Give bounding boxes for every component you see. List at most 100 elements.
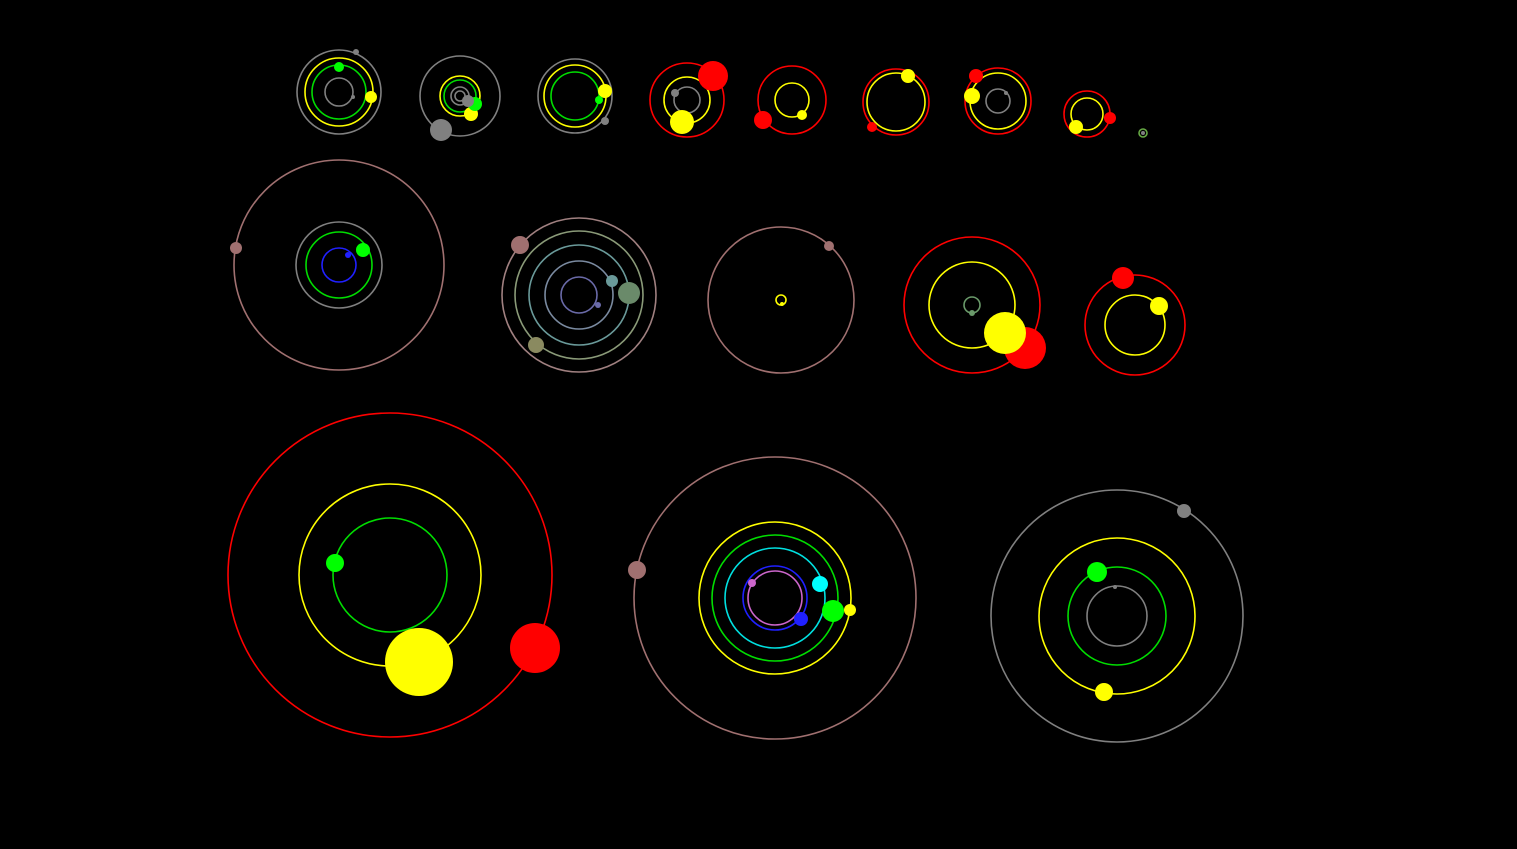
orbit (1086, 585, 1148, 647)
planet (984, 312, 1026, 354)
system (990, 489, 1244, 743)
system (1084, 267, 1186, 376)
system (964, 67, 1032, 135)
orbit (985, 88, 1011, 114)
planet (385, 628, 453, 696)
planet (1069, 120, 1083, 134)
system (1138, 128, 1148, 138)
orbit (964, 67, 1032, 135)
orbit (928, 261, 1016, 349)
planet (230, 242, 242, 254)
orbit (439, 75, 481, 117)
planet (528, 337, 544, 353)
system (628, 456, 917, 740)
orbit (305, 231, 373, 299)
planet (1095, 683, 1113, 701)
orbit (227, 412, 553, 738)
planet (1113, 585, 1117, 589)
system (903, 236, 1046, 374)
planet (901, 69, 915, 83)
orbit (1104, 294, 1166, 356)
orbit (419, 55, 501, 137)
orbit (774, 82, 810, 118)
planet (1004, 91, 1008, 95)
orbit (711, 534, 839, 662)
planet (326, 554, 344, 572)
orbit (742, 565, 808, 631)
system (649, 61, 728, 138)
system (501, 217, 657, 373)
orbit (560, 276, 598, 314)
planet (595, 96, 603, 104)
planet (969, 69, 983, 83)
orbit (707, 226, 855, 374)
planet (351, 95, 355, 99)
planet (1112, 267, 1134, 289)
orbit (296, 49, 382, 135)
planet (754, 111, 772, 129)
orbit (332, 517, 448, 633)
orbit (324, 77, 354, 107)
system (419, 55, 501, 141)
orbit (501, 217, 657, 373)
planet (606, 275, 618, 287)
planet (598, 84, 612, 98)
orbit (295, 221, 383, 309)
planet (794, 612, 808, 626)
planet (824, 241, 834, 251)
orbit (649, 62, 725, 138)
planet (797, 110, 807, 120)
planet (867, 122, 877, 132)
orbit (544, 260, 614, 330)
system (296, 49, 382, 135)
planet (1150, 297, 1168, 315)
system (1063, 90, 1116, 138)
orbit (1138, 128, 1148, 138)
system (230, 159, 445, 371)
planet (345, 252, 351, 258)
orbit (757, 65, 827, 135)
planet (601, 117, 609, 125)
orbit (443, 79, 477, 113)
orbit (514, 230, 644, 360)
planet (618, 282, 640, 304)
orbit (747, 570, 803, 626)
planet (671, 89, 679, 97)
planet (964, 88, 980, 104)
orbit (321, 247, 357, 283)
orbit (1038, 537, 1196, 695)
orbit (1084, 274, 1186, 376)
orbit (1070, 97, 1104, 131)
planet (462, 95, 474, 107)
planet (365, 91, 377, 103)
planet (353, 49, 359, 55)
orbit (537, 58, 613, 134)
orbit (1067, 566, 1167, 666)
orbit (990, 489, 1244, 743)
orbit (862, 68, 930, 136)
orbit (724, 547, 826, 649)
planet (822, 600, 844, 622)
planet (334, 62, 344, 72)
planet (698, 61, 728, 91)
planet (670, 110, 694, 134)
planet (430, 119, 452, 141)
orbit (233, 159, 445, 371)
planet (969, 310, 975, 316)
planet (844, 604, 856, 616)
planet (748, 579, 756, 587)
orbit (633, 456, 917, 740)
system (537, 58, 613, 134)
planet (510, 623, 560, 673)
orbit (698, 521, 852, 675)
planet (1104, 112, 1116, 124)
planet (511, 236, 529, 254)
system (862, 68, 930, 136)
planet (356, 243, 370, 257)
system (754, 65, 827, 135)
system (707, 226, 855, 374)
planet (780, 302, 784, 306)
